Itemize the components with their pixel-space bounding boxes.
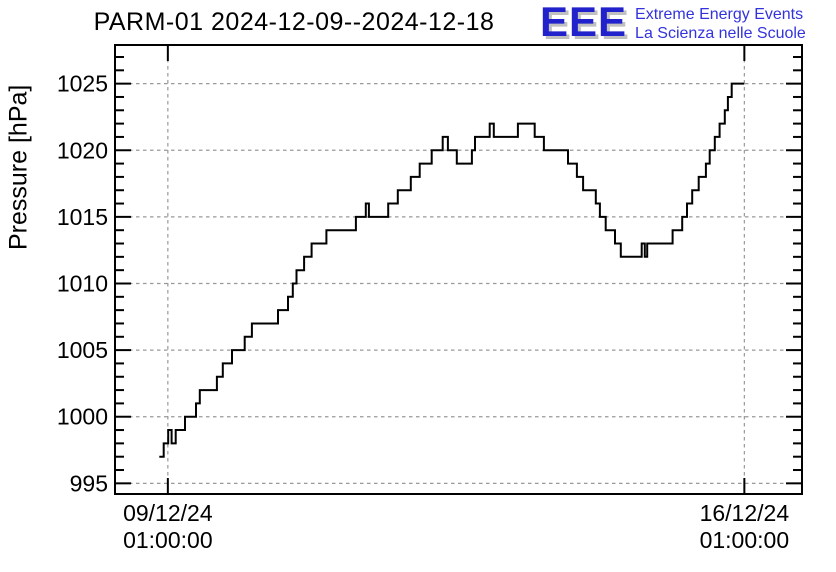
eee-logo: EEE Extreme Energy Events La Scienza nel… — [540, 0, 806, 45]
x-tick-label-time: 01:00:00 — [700, 527, 790, 553]
y-tick-label: 1010 — [57, 270, 108, 296]
eee-logo-text-line1: Extreme Energy Events — [635, 6, 804, 23]
x-tick-label-date: 09/12/24 — [123, 500, 213, 526]
y-tick-label: 1005 — [57, 337, 108, 363]
y-tick-label: 1015 — [57, 204, 108, 230]
eee-logo-text: Extreme Energy Events La Scienza nelle S… — [635, 5, 806, 43]
plot-frame — [114, 44, 803, 495]
y-tick-label: 1020 — [57, 137, 108, 163]
y-tick-label: 995 — [70, 470, 108, 496]
eee-logo-letters: EEE — [540, 0, 628, 45]
eee-logo-text-line2: La Scienza nelle Scuole — [635, 25, 806, 42]
chart-title: PARM-01 2024-12-09--2024-12-18 — [93, 8, 495, 36]
x-tick-label-time: 01:00:00 — [123, 527, 213, 553]
y-tick-label: 1025 — [57, 71, 108, 97]
y-tick-label: 1000 — [57, 404, 108, 430]
x-tick-label-date: 16/12/24 — [700, 500, 790, 526]
pressure-curve — [159, 82, 745, 458]
